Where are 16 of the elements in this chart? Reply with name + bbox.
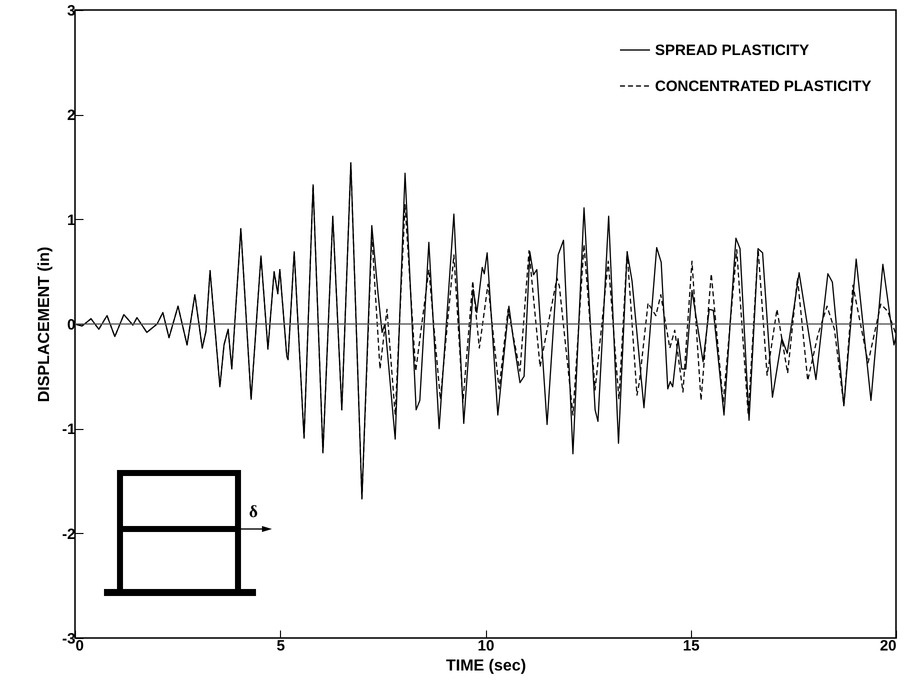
y-tick-label: 0 <box>67 316 76 334</box>
legend-label: CONCENTRATED PLASTICITY <box>655 78 872 95</box>
y-tick-label: -3 <box>62 630 76 648</box>
y-tick-label: -2 <box>62 526 76 543</box>
x-tick-label: 10 <box>478 638 494 654</box>
y-tick-label: 2 <box>67 107 76 124</box>
y-tick-label: 3 <box>67 2 76 20</box>
y-tick-label: 1 <box>67 212 76 229</box>
x-tick-label: 15 <box>682 638 700 654</box>
annotation: δ <box>249 502 258 522</box>
y-tick-label: -1 <box>62 421 76 438</box>
x-tick-label: 20 <box>880 638 896 654</box>
x-axis-title: TIME (sec) <box>446 658 526 674</box>
legend-label: SPREAD PLASTICITY <box>655 42 810 59</box>
x-tick-label: 5 <box>276 638 285 654</box>
y-axis-title: DISPLACEMENT (in) <box>36 246 54 402</box>
